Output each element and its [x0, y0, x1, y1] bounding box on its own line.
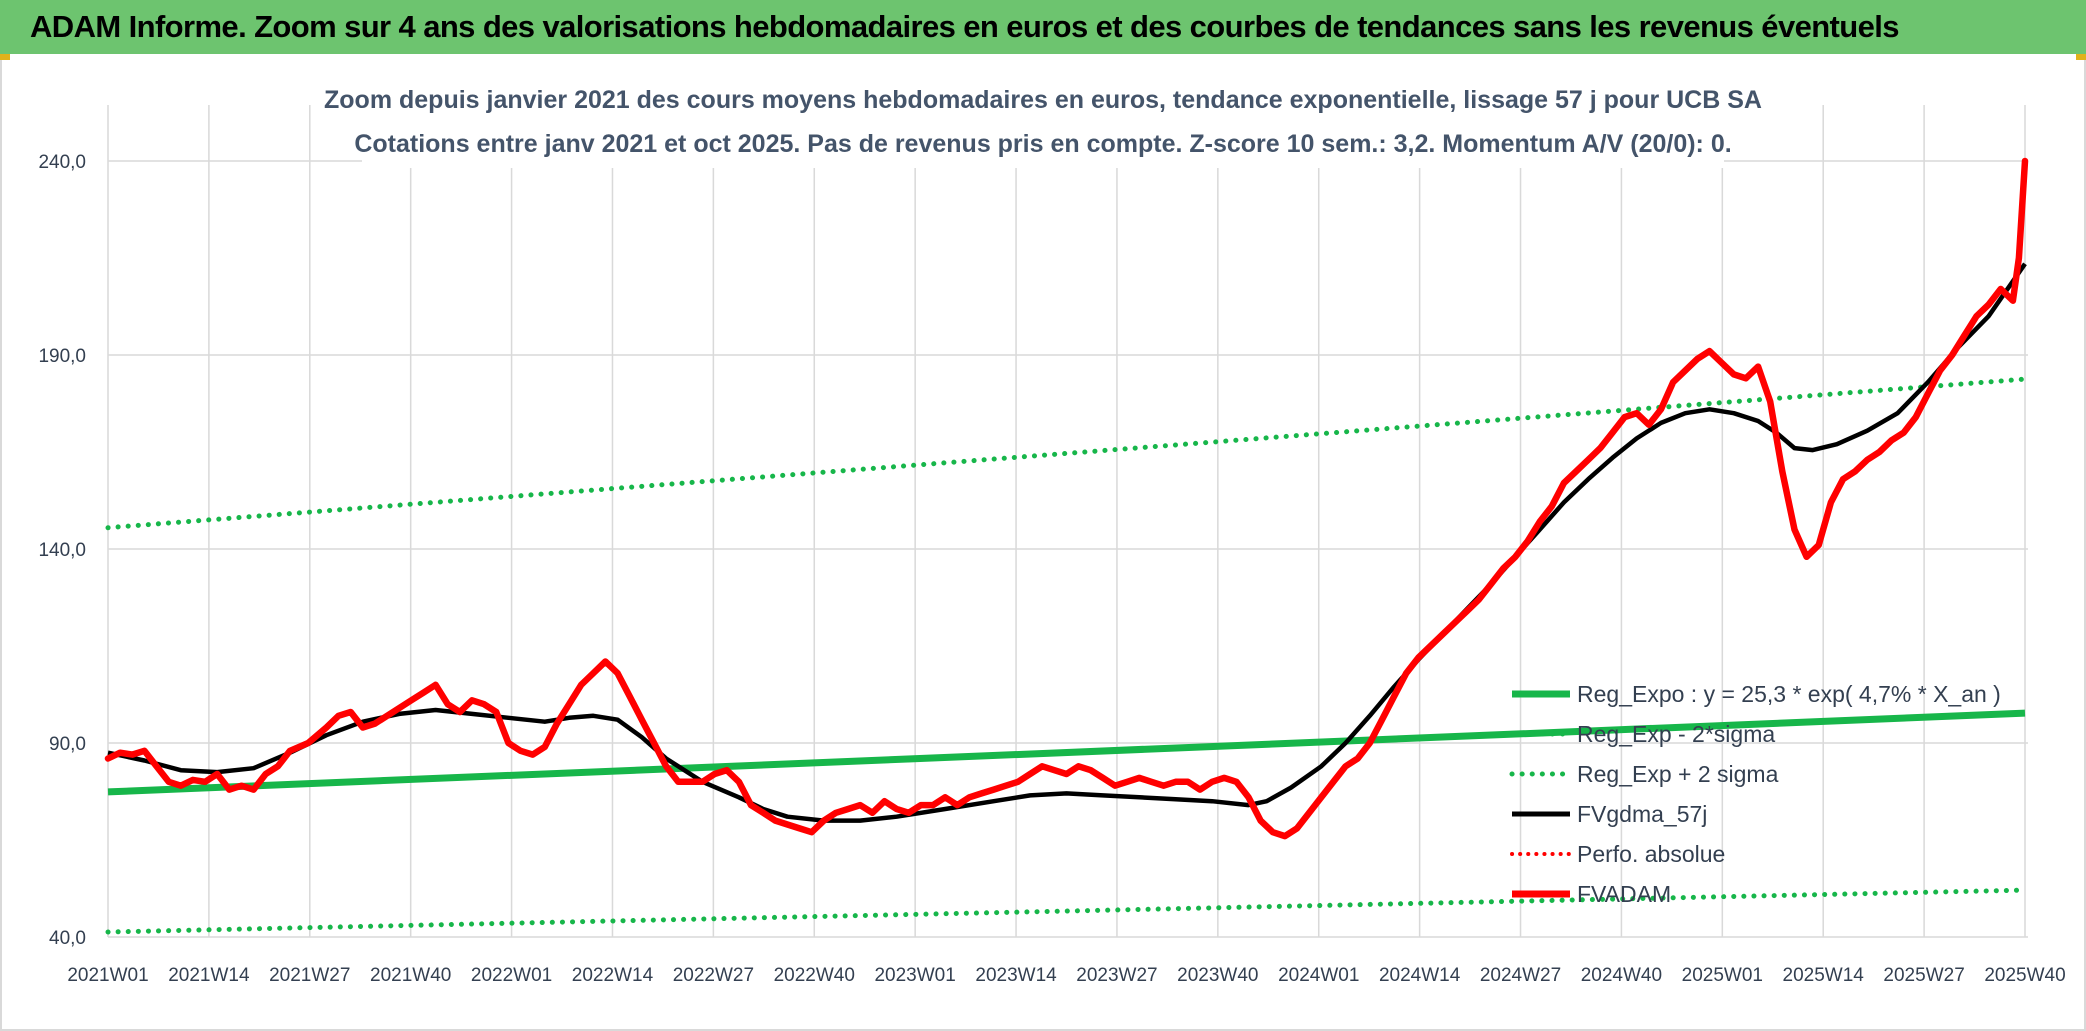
report-title: ADAM Informe. Zoom sur 4 ans des valoris…	[30, 9, 1900, 44]
x-tick-label: 2024W01	[1278, 965, 1359, 986]
legend-label-perfo: Perfo. absolue	[1577, 841, 1725, 867]
y-tick-label: 140,0	[38, 540, 86, 561]
corner-accent-left	[0, 54, 10, 60]
chart-frame	[0, 54, 2086, 1031]
y-tick-label: 190,0	[38, 346, 86, 367]
y-tick-label: 40,0	[49, 928, 86, 949]
x-tick-label: 2021W14	[168, 965, 250, 986]
series-sigma-minus	[105, 887, 2028, 935]
x-tick-label: 2021W40	[370, 965, 451, 986]
chart-title-line2: Cotations entre janv 2021 et oct 2025. P…	[354, 130, 1731, 158]
x-tick-label: 2024W40	[1581, 965, 1662, 986]
report-banner: ADAM Informe. Zoom sur 4 ans des valoris…	[0, 0, 2086, 54]
x-tick-label: 2021W27	[269, 965, 350, 986]
x-tick-label: 2024W27	[1480, 965, 1561, 986]
x-tick-label: 2022W01	[471, 965, 552, 986]
x-tick-label: 2025W27	[1883, 965, 1964, 986]
series-fvadam	[104, 157, 2029, 840]
x-tick-label: 2022W27	[673, 965, 754, 986]
x-tick-label: 2025W01	[1682, 965, 1763, 986]
x-tick-label: 2023W01	[874, 965, 955, 986]
series-sigma-plus	[105, 376, 2028, 531]
x-tick-label: 2025W14	[1783, 965, 1865, 986]
legend-label-reg-expo: Reg_Expo : y = 25,3 * exp( 4,7% * X_an )	[1577, 681, 2001, 707]
grid-layer	[107, 105, 2028, 938]
x-tick-label: 2022W14	[572, 965, 654, 986]
x-tick-label: 2023W40	[1177, 965, 1258, 986]
legend-label-sigma-plus: Reg_Exp + 2 sigma	[1577, 761, 1779, 787]
axis-labels: 2021W01 2021W14 2021W27 2021W40 2022W01 2022W…	[38, 152, 2065, 986]
legend: Reg_Expo : y = 25,3 * exp( 4,7% * X_an )…	[1509, 681, 2001, 907]
x-tick-label: 2025W40	[1984, 965, 2065, 986]
x-tick-label: 2021W01	[67, 965, 148, 986]
y-tick-label: 90,0	[49, 734, 86, 755]
legend-label-gdma: FVgdma_57j	[1577, 801, 1707, 827]
legend-label-sigma-minus: Reg_Exp - 2*sigma	[1577, 721, 1775, 747]
corner-accent-right	[2076, 54, 2086, 60]
title-backdrop	[362, 72, 1724, 168]
x-tick-label: 2023W27	[1076, 965, 1157, 986]
x-tick-label: 2024W14	[1379, 965, 1461, 986]
series-layer	[104, 157, 2029, 935]
legend-label-fvadam: FVADAM	[1577, 881, 1671, 907]
x-tick-label: 2022W40	[774, 965, 855, 986]
series-reg-expo	[107, 709, 2026, 796]
x-tick-label: 2023W14	[975, 965, 1057, 986]
y-tick-label: 240,0	[38, 152, 86, 173]
chart-title-line1: Zoom depuis janvier 2021 des cours moyen…	[324, 86, 1762, 114]
